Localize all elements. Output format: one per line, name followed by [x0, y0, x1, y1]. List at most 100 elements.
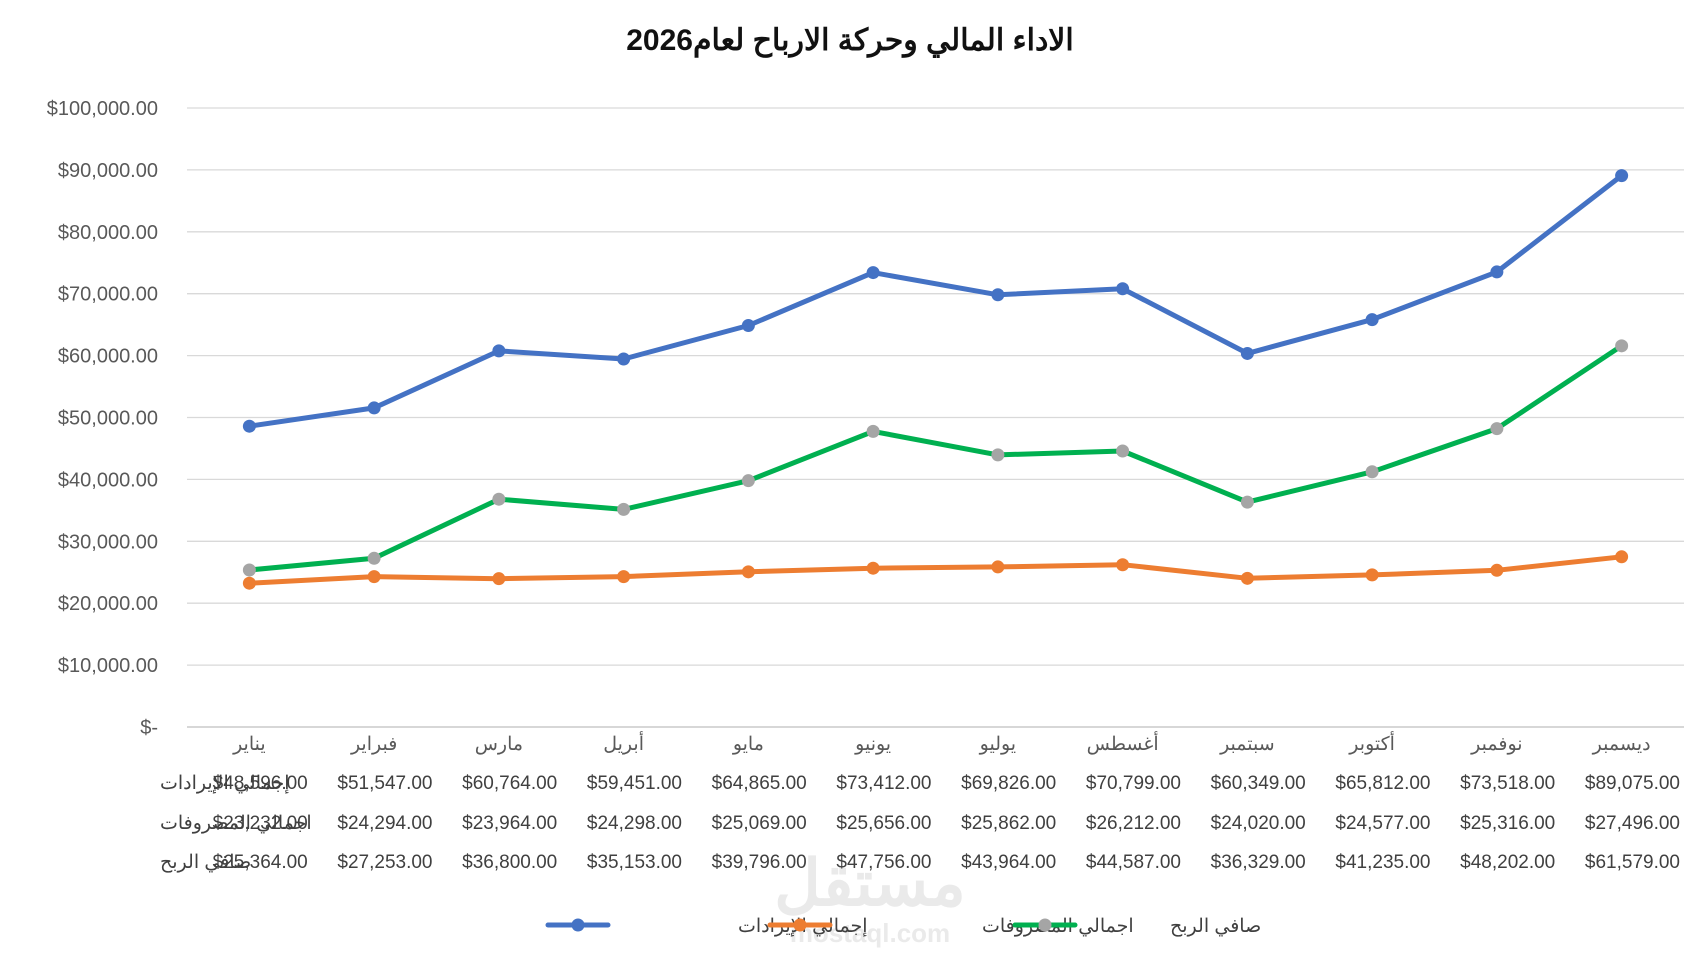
data-point [741, 565, 755, 579]
table-cell: $24,577.00 [1335, 813, 1430, 834]
table-cell: $24,298.00 [587, 813, 682, 834]
data-point [617, 352, 631, 366]
table-cell: $24,294.00 [337, 813, 432, 834]
data-point [1365, 568, 1379, 582]
table-cell: $48,202.00 [1460, 852, 1555, 873]
table-cell: $24,020.00 [1211, 813, 1306, 834]
data-point [617, 570, 631, 584]
legend-marker [793, 918, 807, 932]
data-point [1116, 558, 1130, 572]
data-point [242, 419, 256, 433]
table-cell: $59,451.00 [587, 773, 682, 794]
data-point [1240, 346, 1254, 360]
data-point [866, 561, 880, 575]
table-cell: $25,364.00 [213, 852, 308, 873]
table-cell: $70,799.00 [1086, 773, 1181, 794]
watermark-logo: مستقل [774, 847, 966, 919]
y-tick-label: $100,000.00 [47, 98, 158, 120]
data-point [367, 570, 381, 584]
table-cell: $51,547.00 [337, 773, 432, 794]
table-cell: $73,518.00 [1460, 773, 1555, 794]
data-point [1365, 465, 1379, 479]
legend-marker [571, 918, 585, 932]
x-category-label: يوليو [979, 734, 1016, 755]
legend-marker [1038, 918, 1052, 932]
table-cell: $60,349.00 [1211, 773, 1306, 794]
x-category-label: يونيو [854, 734, 891, 755]
y-tick-label: $20,000.00 [58, 593, 158, 615]
data-point [1365, 313, 1379, 327]
table-row-label: صافي الربح [160, 852, 251, 873]
data-point [617, 502, 631, 516]
gridlines [187, 107, 1684, 728]
table-cell: $25,069.00 [712, 813, 807, 834]
data-table: إجمالي الإيرادات$48,596.00 $51,547.00 $60,… [160, 773, 1680, 873]
y-tick-label: $60,000.00 [58, 346, 158, 368]
data-point [492, 572, 506, 586]
table-cell: $26,212.00 [1086, 813, 1181, 834]
data-point [1615, 550, 1629, 564]
data-point [866, 424, 880, 438]
data-point [1490, 422, 1504, 436]
y-axis: $- $10,000.00 $20,000.00 $30,000.00 $40,000.… [47, 98, 158, 739]
table-cell: $27,253.00 [337, 852, 432, 873]
data-point [242, 576, 256, 590]
data-point [1116, 282, 1130, 296]
series-line-2 [246, 554, 1625, 586]
series-line-3 [246, 343, 1625, 573]
series-markers [242, 169, 1629, 590]
table-cell: $43,964.00 [961, 852, 1056, 873]
table-row-label: اجمالي المصروفات [160, 813, 312, 834]
table-cell: $23,964.00 [462, 813, 557, 834]
x-category-label: أكتوبر [1348, 730, 1395, 755]
table-cell: $41,235.00 [1335, 852, 1430, 873]
x-category-label: أغسطس [1087, 730, 1159, 755]
data-point [1615, 339, 1629, 353]
data-point [367, 401, 381, 415]
table-cell: $44,587.00 [1086, 852, 1181, 873]
x-category-label: أبريل [603, 730, 644, 755]
y-tick-label: $70,000.00 [58, 284, 158, 306]
y-tick-label: $90,000.00 [58, 160, 158, 182]
x-category-label: مارس [475, 734, 523, 755]
table-cell: $73,412.00 [836, 773, 931, 794]
data-point [492, 492, 506, 506]
table-cell: $64,865.00 [712, 773, 807, 794]
data-point [242, 563, 256, 577]
data-point [1116, 444, 1130, 458]
data-point [866, 266, 880, 280]
table-cell: $61,579.00 [1585, 852, 1680, 873]
y-tick-label: $50,000.00 [58, 408, 158, 430]
table-cell: $36,329.00 [1211, 852, 1306, 873]
data-point [367, 551, 381, 565]
x-category-label: نوفمبر [1470, 734, 1522, 755]
table-cell: $23,232.00 [213, 813, 308, 834]
table-cell: $39,796.00 [712, 852, 807, 873]
chart-title: الاداء المالي وحركة الارباح لعام2026 [626, 24, 1074, 58]
legend-label: صافي الربح [1170, 916, 1261, 937]
table-cell: $25,316.00 [1460, 813, 1555, 834]
x-category-label: سبتمبر [1219, 734, 1275, 755]
data-point [1490, 265, 1504, 279]
table-cell: $89,075.00 [1585, 773, 1680, 794]
x-category-label: مايو [732, 734, 764, 755]
x-axis: يناير فبراير مارس أبريل مايو يونيو يوليو أغسطس س… [232, 730, 1651, 755]
table-cell: $27,496.00 [1585, 813, 1680, 834]
x-category-label: يناير [232, 734, 266, 755]
data-point [991, 448, 1005, 462]
table-cell: $25,862.00 [961, 813, 1056, 834]
y-tick-label: $40,000.00 [58, 469, 158, 491]
watermark: مستقل mostaql.com [774, 847, 966, 948]
table-cell: $36,800.00 [462, 852, 557, 873]
data-point [991, 560, 1005, 574]
data-point [741, 318, 755, 332]
table-cell: $69,826.00 [961, 773, 1056, 794]
data-point [1240, 495, 1254, 509]
table-cell: $48,596.00 [213, 773, 308, 794]
data-point [991, 288, 1005, 302]
y-tick-label: $- [140, 717, 158, 739]
data-point [492, 344, 506, 358]
table-row-label: إجمالي الإيرادات [160, 773, 290, 794]
